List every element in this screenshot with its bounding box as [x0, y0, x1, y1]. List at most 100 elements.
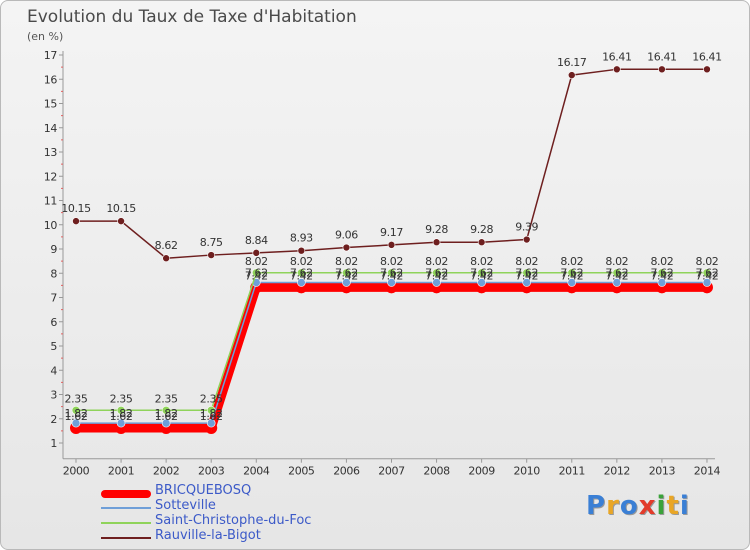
unit-label: (en %): [27, 30, 64, 43]
data-label-bricquebosq: 7.42: [605, 269, 628, 282]
data-point-rauville-la-bigot: [432, 238, 441, 247]
data-point-saint-christophe-du-foc: [522, 268, 532, 278]
data-point-rauville-la-bigot: [297, 246, 306, 255]
y-tick-label: 1: [50, 437, 57, 450]
data-label-bricquebosq: 7.42: [380, 269, 403, 282]
y-tick-label: 14: [44, 122, 58, 135]
data-label-sotteville: 7.62: [380, 266, 403, 279]
x-tick-label: 2013: [649, 465, 676, 478]
data-label-rauville-la-bigot: 9.06: [335, 229, 358, 242]
logo-letter: i: [656, 491, 667, 521]
data-label-rauville-la-bigot: 16.41: [692, 50, 722, 63]
y-tick-label: 17: [44, 49, 58, 62]
data-label-bricquebosq: 1.62: [65, 410, 88, 423]
data-label-rauville-la-bigot: 10.15: [106, 202, 136, 215]
x-tick-label: 2004: [243, 465, 270, 478]
data-point-saint-christophe-du-foc: [251, 268, 261, 278]
data-label-sotteville: 1.82: [200, 407, 223, 420]
data-label-sotteville: 7.62: [515, 266, 538, 279]
logo-letter: P: [586, 491, 607, 521]
data-point-sotteville: [612, 278, 622, 287]
data-label-saint-christophe-du-foc: 8.02: [515, 255, 538, 268]
data-point-rauville-la-bigot: [658, 65, 666, 74]
data-point-sotteville: [387, 278, 396, 287]
data-label-saint-christophe-du-foc: 8.02: [290, 255, 313, 268]
data-label-bricquebosq: 7.42: [560, 269, 583, 282]
data-label-rauville-la-bigot: 8.62: [155, 239, 178, 252]
data-label-rauville-la-bigot: 9.39: [515, 221, 538, 234]
data-point-rauville-la-bigot: [522, 235, 531, 244]
data-label-saint-christophe-du-foc: 8.02: [380, 255, 403, 268]
data-label-rauville-la-bigot: 8.75: [200, 236, 223, 249]
data-point-saint-christophe-du-foc: [297, 268, 306, 278]
x-tick-label: 2008: [423, 465, 450, 478]
legend-label: BRICQUEBOSQ: [155, 483, 252, 498]
data-label-saint-christophe-du-foc: 8.02: [425, 255, 448, 268]
data-label-rauville-la-bigot: 16.41: [602, 50, 632, 63]
data-label-bricquebosq: 1.62: [110, 410, 133, 423]
x-tick-label: 2001: [108, 465, 134, 478]
data-point-saint-christophe-du-foc: [612, 268, 622, 278]
data-label-saint-christophe-du-foc: 8.02: [335, 255, 358, 268]
x-tick-label: 2003: [198, 465, 225, 478]
x-tick-label: 2000: [63, 465, 90, 478]
data-label-bricquebosq: 7.42: [425, 269, 448, 282]
x-tick-label: 2014: [694, 465, 721, 478]
y-tick-label: 2: [50, 413, 57, 426]
data-label-sotteville: 7.62: [696, 266, 719, 279]
data-point-rauville-la-bigot: [117, 217, 125, 225]
data-label-bricquebosq: 1.62: [155, 410, 178, 423]
x-tick-label: 2005: [288, 465, 315, 478]
data-label-bricquebosq: 7.42: [245, 269, 268, 282]
data-point-rauville-la-bigot: [703, 65, 711, 74]
data-point-sotteville: [116, 418, 126, 428]
data-label-bricquebosq: 7.42: [470, 269, 493, 282]
x-tick-label: 2012: [604, 465, 630, 478]
legend-swatch: [101, 522, 151, 524]
data-point-sotteville: [206, 418, 216, 428]
data-label-saint-christophe-du-foc: 8.02: [650, 255, 673, 268]
legend-swatch: [101, 537, 151, 539]
data-point-saint-christophe-du-foc: [342, 268, 351, 278]
data-point-saint-christophe-du-foc: [206, 405, 216, 415]
x-tick-label: 2009: [468, 465, 495, 478]
data-point-saint-christophe-du-foc: [567, 268, 577, 278]
y-tick-label: 13: [44, 146, 58, 159]
y-tick-label: 10: [44, 219, 58, 232]
data-label-saint-christophe-du-foc: 8.02: [470, 255, 493, 268]
data-point-rauville-la-bigot: [72, 217, 80, 225]
y-tick-label: 6: [50, 316, 57, 329]
data-point-rauville-la-bigot: [342, 243, 351, 252]
data-label-bricquebosq: 7.42: [290, 269, 313, 282]
data-label-rauville-la-bigot: 9.28: [425, 223, 448, 236]
data-point-sotteville: [71, 418, 81, 428]
y-tick-label: 9: [50, 243, 57, 256]
y-tick-label: 7: [50, 292, 57, 305]
x-tick-label: 2011: [559, 465, 585, 478]
data-point-saint-christophe-du-foc: [477, 268, 486, 278]
legend-label: Saint-Christophe-du-Foc: [155, 513, 312, 528]
y-tick-label: 8: [50, 267, 57, 280]
proxiti-logo: Proxiti: [586, 491, 690, 521]
chart-title: Evolution du Taux de Taxe d'Habitation: [27, 7, 357, 27]
data-label-rauville-la-bigot: 16.41: [647, 50, 677, 63]
data-point-sotteville: [522, 278, 532, 287]
data-point-saint-christophe-du-foc: [657, 268, 667, 278]
data-point-rauville-la-bigot: [613, 65, 621, 74]
data-label-bricquebosq: 7.42: [515, 269, 538, 282]
legend-swatch: [101, 490, 151, 498]
data-label-sotteville: 7.62: [425, 266, 448, 279]
data-label-sotteville: 7.62: [650, 266, 673, 279]
data-point-saint-christophe-du-foc: [161, 405, 171, 415]
y-tick-label: 5: [50, 340, 57, 353]
data-point-saint-christophe-du-foc: [71, 405, 81, 415]
logo-letter: i: [679, 491, 690, 521]
data-point-saint-christophe-du-foc: [116, 405, 126, 415]
data-label-saint-christophe-du-foc: 8.02: [560, 255, 583, 268]
data-label-saint-christophe-du-foc: 2.35: [110, 392, 133, 405]
data-label-sotteville: 7.62: [290, 266, 313, 279]
data-point-saint-christophe-du-foc: [387, 268, 396, 278]
data-point-rauville-la-bigot: [567, 71, 576, 79]
